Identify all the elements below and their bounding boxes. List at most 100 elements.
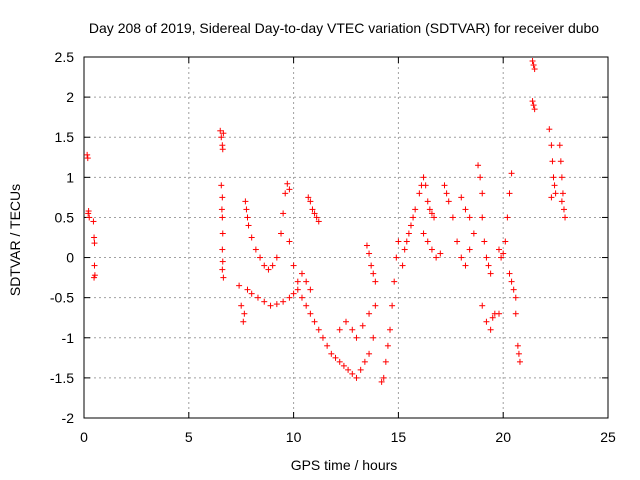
data-point: [530, 62, 537, 69]
data-point: [243, 206, 250, 213]
data-point: [273, 301, 280, 308]
data-point: [345, 366, 352, 373]
data-point: [307, 286, 314, 293]
data-point: [311, 210, 318, 217]
data-point: [410, 214, 417, 221]
data-point: [343, 318, 349, 325]
data-point: [91, 240, 98, 247]
data-point: [303, 302, 310, 309]
data-point: [556, 142, 563, 149]
x-tick-label: 20: [495, 429, 511, 445]
data-point: [245, 222, 252, 229]
data-point: [546, 126, 553, 133]
data-point: [550, 174, 557, 181]
data-point: [558, 198, 565, 205]
data-point: [508, 278, 515, 285]
data-point: [90, 218, 97, 225]
x-tick-label: 0: [80, 429, 88, 445]
data-point: [515, 350, 522, 357]
data-point: [466, 246, 473, 253]
data-point: [248, 234, 255, 241]
data-point: [290, 290, 297, 297]
data-point: [428, 210, 435, 217]
data-point: [218, 134, 225, 141]
data-point: [244, 286, 251, 293]
data-point: [479, 214, 486, 221]
data-point: [445, 198, 452, 205]
data-point: [557, 158, 564, 165]
data-point: [462, 262, 469, 269]
data-point: [336, 358, 343, 365]
data-point: [219, 258, 226, 265]
data-point: [405, 230, 412, 237]
data-points: [84, 58, 569, 385]
data-point: [529, 98, 536, 105]
data-point: [422, 182, 429, 189]
data-point: [479, 302, 486, 309]
data-point: [466, 214, 473, 221]
data-point: [241, 310, 248, 317]
data-point: [298, 294, 305, 301]
data-point: [454, 238, 461, 245]
data-point: [424, 198, 431, 205]
data-point: [370, 270, 377, 277]
data-point: [481, 238, 488, 245]
data-point: [307, 310, 314, 317]
data-point: [366, 250, 373, 257]
data-point: [424, 238, 431, 245]
data-point: [280, 298, 287, 305]
data-point: [458, 254, 465, 261]
data-point: [372, 278, 379, 285]
x-tick-labels: 0 5 10 15 20 25: [80, 429, 616, 445]
data-point: [359, 322, 366, 329]
y-tick-label: 0.5: [55, 209, 75, 225]
data-point: [265, 266, 272, 273]
data-point: [349, 370, 356, 377]
data-point: [220, 274, 227, 281]
data-point: [294, 286, 301, 293]
data-point: [218, 182, 225, 189]
data-point: [504, 214, 511, 221]
data-point: [458, 194, 465, 201]
data-point: [261, 262, 268, 269]
data-point: [370, 334, 377, 341]
x-tick-label: 25: [600, 429, 616, 445]
data-point: [512, 310, 519, 317]
data-point: [485, 262, 492, 269]
data-point: [86, 214, 93, 221]
data-point: [220, 130, 227, 137]
y-tick-label: 0: [66, 250, 74, 266]
data-point: [562, 214, 569, 221]
data-point: [368, 262, 375, 269]
data-point: [286, 186, 293, 193]
data-point: [531, 106, 538, 113]
data-point: [349, 326, 356, 333]
y-tick-label: 2.5: [55, 49, 75, 65]
data-point: [252, 246, 259, 253]
data-point: [558, 174, 565, 181]
y-tick-label: 2: [66, 89, 74, 105]
axis-ticks: [83, 56, 609, 419]
data-point: [407, 222, 414, 229]
data-point: [531, 66, 538, 73]
data-point: [512, 294, 519, 301]
data-point: [399, 262, 406, 269]
grid-lines: [84, 57, 608, 418]
data-point: [217, 127, 224, 134]
data-point: [487, 326, 494, 333]
data-point: [244, 214, 251, 221]
data-point: [393, 254, 400, 261]
plot-frame: [83, 56, 609, 419]
data-point: [357, 366, 364, 373]
data-point: [548, 194, 555, 201]
data-point: [548, 142, 555, 149]
data-point: [420, 230, 427, 237]
data-point: [240, 318, 247, 325]
data-point: [315, 218, 322, 225]
y-tick-label: -0.5: [50, 290, 74, 306]
data-point: [479, 190, 486, 197]
data-point: [336, 326, 343, 333]
data-point: [506, 190, 513, 197]
data-point: [361, 358, 368, 365]
